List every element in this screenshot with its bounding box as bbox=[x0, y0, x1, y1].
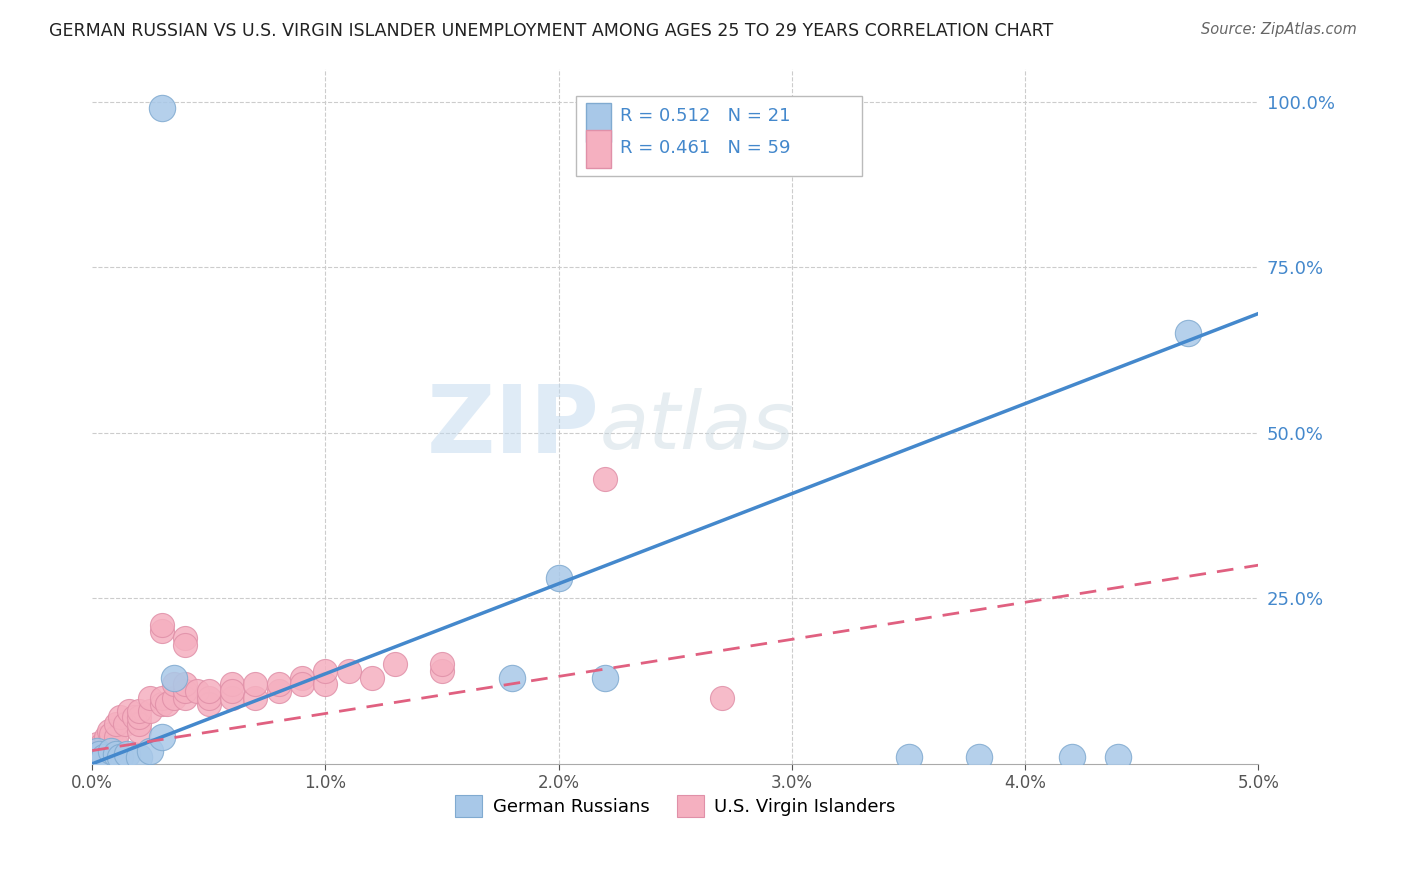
Point bbox=[139, 704, 162, 718]
Text: GERMAN RUSSIAN VS U.S. VIRGIN ISLANDER UNEMPLOYMENT AMONG AGES 25 TO 29 YEARS CO: GERMAN RUSSIAN VS U.S. VIRGIN ISLANDER U… bbox=[49, 22, 1053, 40]
Point bbox=[163, 677, 186, 691]
Point bbox=[93, 740, 115, 755]
Point bbox=[710, 690, 733, 705]
Point bbox=[967, 750, 990, 764]
Point bbox=[83, 750, 105, 764]
Point bbox=[897, 750, 920, 764]
Point bbox=[139, 743, 162, 757]
Point bbox=[174, 638, 197, 652]
Point bbox=[104, 747, 127, 761]
Point bbox=[174, 677, 197, 691]
Point bbox=[291, 677, 314, 691]
Point bbox=[314, 664, 336, 678]
Point bbox=[122, 710, 145, 724]
Point bbox=[90, 737, 112, 751]
Point bbox=[163, 690, 186, 705]
Point bbox=[221, 684, 243, 698]
Text: atlas: atlas bbox=[599, 388, 794, 466]
Point bbox=[198, 690, 221, 705]
Point bbox=[361, 671, 384, 685]
Text: R = 0.461   N = 59: R = 0.461 N = 59 bbox=[620, 139, 792, 158]
Point bbox=[128, 710, 150, 724]
Point bbox=[174, 690, 197, 705]
Point bbox=[128, 723, 150, 738]
Point bbox=[501, 671, 523, 685]
Point bbox=[104, 731, 127, 745]
FancyBboxPatch shape bbox=[576, 96, 862, 177]
Point bbox=[114, 717, 136, 731]
Point bbox=[1177, 326, 1199, 341]
Point bbox=[83, 750, 105, 764]
Point bbox=[150, 690, 173, 705]
Point bbox=[128, 750, 150, 764]
Point bbox=[96, 731, 118, 745]
Point bbox=[267, 684, 290, 698]
Point bbox=[150, 697, 173, 711]
Point bbox=[337, 664, 360, 678]
Point bbox=[595, 472, 617, 486]
Point bbox=[174, 684, 197, 698]
Point bbox=[430, 657, 453, 672]
Point bbox=[150, 624, 173, 639]
Point bbox=[314, 677, 336, 691]
Point bbox=[128, 704, 150, 718]
Point bbox=[186, 684, 208, 698]
Point bbox=[89, 743, 111, 757]
Text: ZIP: ZIP bbox=[426, 381, 599, 473]
Point bbox=[118, 704, 141, 718]
Point bbox=[198, 684, 221, 698]
Point bbox=[198, 697, 221, 711]
Point bbox=[108, 750, 131, 764]
Text: R = 0.512   N = 21: R = 0.512 N = 21 bbox=[620, 107, 792, 125]
Point bbox=[104, 717, 127, 731]
Point bbox=[97, 723, 120, 738]
Point bbox=[104, 737, 127, 751]
Point bbox=[83, 750, 105, 764]
Point bbox=[150, 617, 173, 632]
Point bbox=[89, 754, 111, 768]
Point bbox=[86, 750, 108, 764]
Bar bbox=[585, 129, 612, 168]
Point bbox=[100, 727, 122, 741]
Point bbox=[245, 677, 267, 691]
Point bbox=[430, 664, 453, 678]
Point bbox=[174, 631, 197, 645]
Point bbox=[100, 743, 122, 757]
Point bbox=[547, 571, 569, 585]
Point bbox=[267, 677, 290, 691]
Point bbox=[291, 671, 314, 685]
Point bbox=[86, 743, 108, 757]
Point bbox=[156, 697, 179, 711]
Point bbox=[150, 101, 173, 115]
Legend: German Russians, U.S. Virgin Islanders: German Russians, U.S. Virgin Islanders bbox=[447, 788, 903, 824]
Point bbox=[128, 717, 150, 731]
Point bbox=[1060, 750, 1083, 764]
Point bbox=[150, 731, 173, 745]
Point bbox=[83, 743, 105, 757]
Point bbox=[115, 747, 138, 761]
Point bbox=[245, 690, 267, 705]
Point bbox=[93, 750, 115, 764]
Point bbox=[1108, 750, 1130, 764]
Point bbox=[163, 671, 186, 685]
Point bbox=[139, 690, 162, 705]
Point bbox=[595, 671, 617, 685]
Point bbox=[89, 747, 111, 761]
Point bbox=[86, 737, 108, 751]
Point bbox=[108, 710, 131, 724]
Bar bbox=[585, 103, 612, 142]
Point bbox=[384, 657, 406, 672]
Text: Source: ZipAtlas.com: Source: ZipAtlas.com bbox=[1201, 22, 1357, 37]
Point bbox=[221, 677, 243, 691]
Point bbox=[221, 690, 243, 705]
